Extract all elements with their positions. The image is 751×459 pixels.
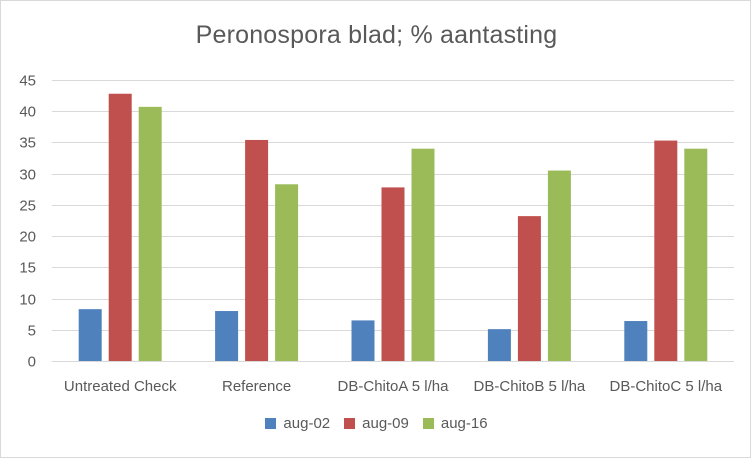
y-tick-label: 25 <box>19 198 36 215</box>
legend-item: aug-02 <box>265 415 330 432</box>
bar-aug-09-4 <box>654 140 678 361</box>
bar-aug-09-2 <box>381 187 405 361</box>
bar-aug-16-2 <box>411 148 435 361</box>
bar-aug-16-0 <box>138 106 162 362</box>
legend-item: aug-16 <box>422 415 488 432</box>
x-tick-label: DB-ChitoA 5 l/ha <box>338 378 450 395</box>
y-tick-label: 35 <box>19 135 36 152</box>
bar-aug-09-3 <box>517 216 541 361</box>
x-tick-label: DB-ChitoB 5 l/ha <box>474 378 586 395</box>
y-tick-label: 20 <box>19 229 36 246</box>
legend-label: aug-09 <box>362 415 409 432</box>
legend-label: aug-16 <box>440 415 488 432</box>
y-tick-label: 10 <box>19 292 36 309</box>
bar-aug-02-2 <box>351 320 375 361</box>
legend-swatch <box>422 418 434 429</box>
x-tick-label: Untreated Check <box>64 378 177 395</box>
legend-label: aug-02 <box>283 415 331 432</box>
bar-aug-02-3 <box>487 329 511 361</box>
bar-aug-16-4 <box>684 148 708 361</box>
bar-aug-16-3 <box>547 170 571 361</box>
y-tick-label: 45 <box>19 73 36 90</box>
y-tick-label: 40 <box>19 104 36 121</box>
legend: aug-02 aug-09 aug-16 <box>1 415 751 432</box>
y-tick-label: 15 <box>19 260 36 277</box>
bar-aug-16-1 <box>275 184 299 361</box>
x-tick-label: DB-ChitoC 5 l/ha <box>610 378 723 395</box>
legend-swatch <box>344 418 356 429</box>
legend-item: aug-09 <box>344 415 409 432</box>
legend-swatch <box>265 418 277 429</box>
x-tick-label: Reference <box>222 378 291 395</box>
bar-aug-02-1 <box>215 311 239 361</box>
y-tick-label: 30 <box>19 167 36 184</box>
y-tick-label: 0 <box>28 354 36 371</box>
bar-aug-02-0 <box>78 309 102 361</box>
bar-aug-09-1 <box>245 139 269 361</box>
bar-aug-09-0 <box>108 93 132 361</box>
y-tick-label: 5 <box>28 323 36 340</box>
bar-aug-02-4 <box>624 321 648 361</box>
chart-title: Peronospora blad; % aantasting <box>195 21 558 49</box>
